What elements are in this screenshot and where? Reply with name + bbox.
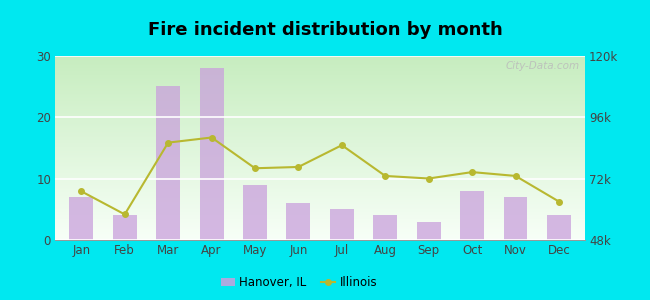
Bar bbox=[417, 221, 441, 240]
Bar bbox=[70, 197, 93, 240]
Bar bbox=[330, 209, 354, 240]
Bar bbox=[547, 215, 571, 240]
Bar bbox=[200, 68, 224, 240]
Legend: Hanover, IL, Illinois: Hanover, IL, Illinois bbox=[216, 272, 382, 294]
Text: Fire incident distribution by month: Fire incident distribution by month bbox=[148, 21, 502, 39]
Bar bbox=[504, 197, 527, 240]
Bar bbox=[243, 184, 267, 240]
Bar bbox=[113, 215, 136, 240]
Bar bbox=[373, 215, 397, 240]
Text: City-Data.com: City-Data.com bbox=[506, 61, 580, 71]
Bar bbox=[287, 203, 310, 240]
Bar bbox=[156, 86, 180, 240]
Bar bbox=[460, 191, 484, 240]
